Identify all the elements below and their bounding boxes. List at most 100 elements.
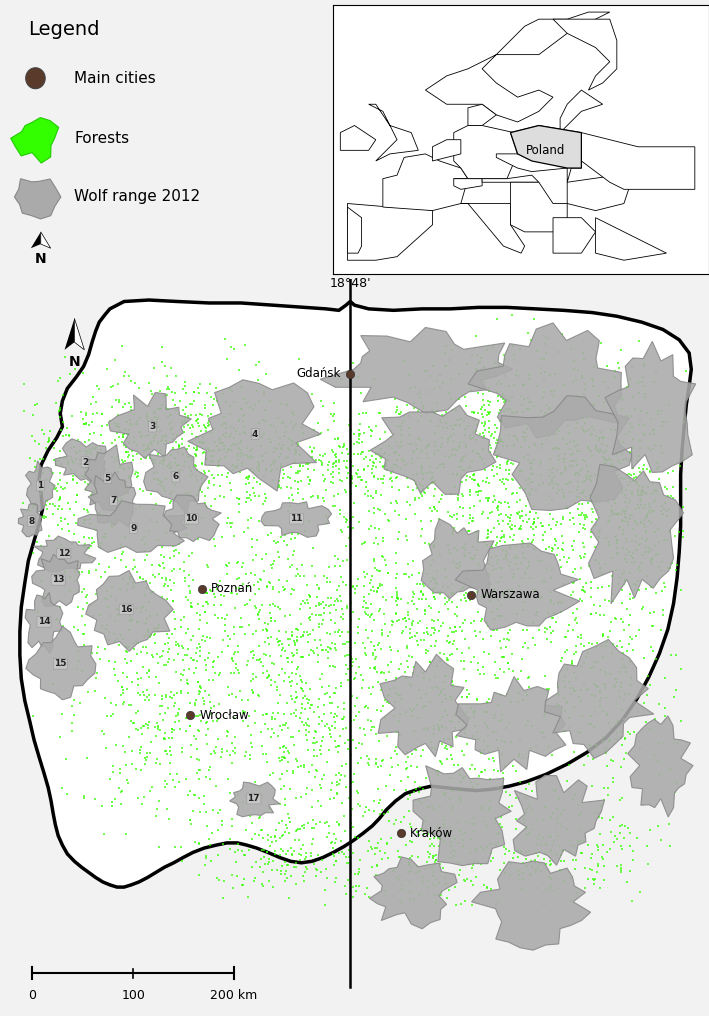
Point — [442, 628, 454, 644]
Point — [649, 492, 661, 508]
Point — [471, 445, 483, 461]
Point — [583, 748, 594, 764]
Point — [564, 842, 576, 859]
Point — [151, 471, 162, 488]
Point — [622, 466, 633, 483]
Point — [159, 731, 170, 747]
Point — [574, 571, 586, 587]
Point — [554, 553, 566, 569]
Point — [358, 589, 369, 606]
Point — [86, 461, 97, 478]
Point — [133, 677, 144, 693]
Point — [200, 397, 211, 414]
Point — [668, 479, 679, 495]
Point — [282, 440, 294, 456]
Point — [219, 489, 230, 505]
Point — [646, 551, 657, 567]
Point — [621, 499, 632, 515]
Point — [359, 644, 370, 660]
Point — [541, 420, 552, 436]
Point — [496, 529, 508, 546]
Point — [263, 827, 274, 843]
Point — [644, 426, 656, 442]
Point — [624, 511, 635, 527]
Point — [545, 506, 556, 522]
Point — [459, 613, 471, 629]
Point — [49, 498, 60, 514]
Point — [332, 738, 343, 754]
Point — [75, 455, 86, 471]
Point — [246, 831, 257, 847]
Point — [55, 370, 66, 386]
Point — [584, 559, 595, 575]
Point — [313, 619, 325, 635]
Point — [445, 585, 457, 601]
Point — [489, 363, 500, 379]
Point — [527, 782, 538, 799]
Point — [328, 709, 340, 725]
Point — [496, 560, 507, 576]
Point — [619, 729, 630, 746]
Point — [296, 696, 308, 712]
Point — [514, 872, 525, 888]
Point — [289, 419, 300, 435]
Point — [446, 525, 457, 542]
Point — [200, 604, 211, 620]
Point — [403, 569, 415, 585]
Point — [349, 580, 360, 596]
Point — [438, 812, 450, 828]
Point — [285, 498, 296, 514]
Point — [217, 427, 228, 443]
Point — [676, 712, 687, 728]
Point — [152, 410, 164, 427]
Point — [203, 412, 215, 429]
Point — [513, 867, 525, 883]
Point — [459, 631, 471, 647]
Point — [515, 662, 527, 679]
Point — [630, 473, 642, 490]
Point — [575, 832, 586, 848]
Point — [228, 394, 240, 410]
Point — [527, 466, 538, 483]
Point — [171, 401, 182, 418]
Point — [130, 600, 142, 617]
Point — [316, 456, 328, 472]
Point — [198, 693, 209, 709]
Point — [465, 551, 476, 567]
Point — [182, 707, 194, 723]
Point — [290, 472, 301, 489]
Point — [369, 534, 380, 551]
Point — [168, 391, 179, 407]
Point — [503, 582, 515, 598]
Point — [283, 490, 294, 506]
Point — [118, 460, 130, 477]
Point — [177, 381, 189, 397]
Point — [502, 417, 513, 433]
Point — [346, 521, 357, 537]
Point — [426, 503, 437, 519]
Point — [461, 704, 472, 720]
Point — [122, 576, 133, 592]
Point — [495, 532, 506, 549]
Point — [458, 832, 469, 848]
Point — [140, 450, 152, 466]
Point — [363, 681, 374, 697]
Point — [419, 813, 430, 829]
Point — [180, 415, 191, 431]
Point — [451, 560, 462, 576]
Point — [447, 509, 458, 525]
Point — [579, 452, 591, 468]
Point — [594, 693, 605, 709]
Point — [199, 464, 211, 481]
Point — [336, 843, 347, 860]
Point — [208, 454, 219, 470]
Point — [151, 607, 162, 623]
Point — [564, 441, 576, 457]
Point — [74, 452, 86, 468]
Text: 9: 9 — [130, 524, 136, 532]
Point — [591, 440, 602, 456]
Point — [410, 378, 421, 394]
Point — [217, 890, 228, 906]
Point — [185, 632, 196, 648]
Point — [279, 465, 290, 482]
